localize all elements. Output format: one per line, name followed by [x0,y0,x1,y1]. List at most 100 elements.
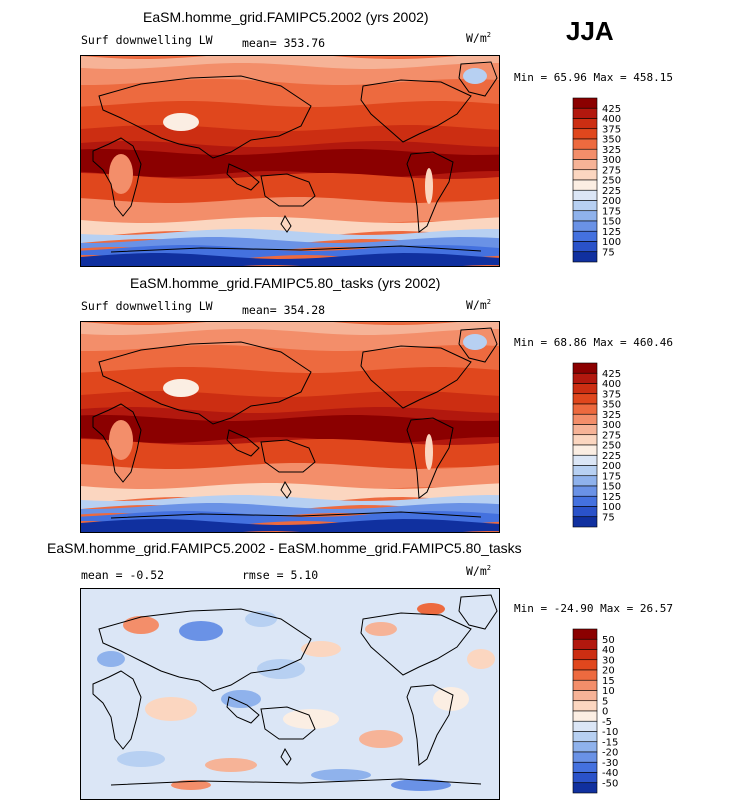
anomaly-blob [205,758,257,772]
colorbar-swatch [572,434,598,446]
colorbar-tick-label: 275 [602,430,621,441]
panel-2-mean: mean= 354.28 [242,303,325,317]
panel-3-units: W/m2 [466,564,491,578]
coastline [226,163,260,191]
panel-3-units-exp: 2 [486,564,491,573]
colorbar-tick-label: 275 [602,165,621,176]
colorbar-swatch [572,782,598,794]
colorbar-swatch [572,465,598,477]
colorbar-tick-label: 125 [602,492,621,503]
coastline [260,173,316,207]
colorbar-swatch [572,424,598,436]
coastline [98,341,312,425]
plateau-region [163,113,199,131]
coastline [406,151,454,233]
coastline [226,696,260,724]
colorbar-swatch [572,241,598,253]
colorbar-tick-label: 325 [602,410,621,421]
panel-1-min-value: 65.96 [553,71,587,84]
anomaly-blob [391,779,451,791]
colorbar-swatch [572,649,598,661]
panel-2-units-base: W/m [466,298,487,312]
colorbar-swatch [572,403,598,415]
colorbar-swatch [572,251,598,263]
anomaly-blob [359,730,403,748]
panel-1-mean-label: mean= [242,36,277,50]
colorbar-swatch [572,413,598,425]
colorbar-swatch [572,628,598,640]
panel-2-units-exp: 2 [486,298,491,307]
colorbar-tick-label: 10 [602,686,615,697]
colorbar-tick-label: 375 [602,124,621,135]
colorbar-swatch [572,731,598,743]
colorbar-swatch [572,495,598,507]
colorbar-swatch [572,659,598,671]
colorbar-swatch [572,669,598,681]
coastline [92,670,142,750]
colorbar-swatch [572,148,598,160]
colorbar-tick-label: 350 [602,135,621,146]
colorbar-swatch [572,506,598,518]
field-band [81,415,499,443]
colorbar-swatch [572,210,598,222]
coastline [260,706,316,740]
colorbar-swatch [572,741,598,753]
greenland-region [463,68,487,84]
panel-1-minmax: Min = 65.96 Max = 458.15 [514,71,673,84]
panel-2-min-value: 68.86 [553,336,587,349]
panel-3-max-value: 26.57 [639,602,673,615]
andes-region [425,434,433,470]
colorbar-swatch [572,761,598,773]
colorbar-swatch [572,128,598,140]
colorbar-tick-label: 40 [602,645,615,656]
coastline [458,594,498,630]
colorbar-tick-label: 150 [602,482,621,493]
colorbar-swatch [572,200,598,212]
anomaly-blob [433,687,469,711]
coastline [280,480,292,499]
anomaly-blob [467,649,495,669]
panel-2-minmax: Min = 68.86 Max = 460.46 [514,336,673,349]
coastline [458,61,498,97]
anomaly-blob [365,622,397,636]
panel-1-colorbar: 425 400 375 350 325 300 275 250 225 200 175 150 125 1… [572,97,653,263]
panel-2-map [80,321,500,533]
colorbar-swatch [572,220,598,232]
panel-2-min-label: Min = [514,336,548,349]
field-band [81,197,499,227]
panel-3-mean-label: mean = [81,568,123,582]
panel-3-rmse-value: 5.10 [290,568,319,582]
colorbar-tick-label: 425 [602,104,621,115]
colorbar-swatch [572,189,598,201]
anomaly-blob [179,621,223,641]
field-band [81,173,499,207]
plateau-region [163,379,199,397]
panel-1-variable: Surf downwelling LW [81,33,213,47]
coastline [92,137,142,217]
colorbar-swatch [572,444,598,456]
panel-1-max-value: 458.15 [633,71,673,84]
colorbar-tick-label: 400 [602,379,621,390]
coastline [360,612,472,676]
anomaly-blob [257,659,305,679]
panel-3-map [80,588,500,800]
anomaly-blob [245,611,277,627]
colorbar-tick-label: -5 [602,717,612,728]
colorbar-swatch [572,679,598,691]
panel-1-title: EaSM.homme_grid.FAMIPC5.2002 (yrs 2002) [143,9,429,25]
panel-1-mean: mean= 353.76 [242,36,325,50]
panel-2-variable: Surf downwelling LW [81,299,213,313]
panel-3-min-value: -24.90 [553,602,594,615]
coastline [360,79,472,143]
colorbar-tick-label: 5 [602,696,608,707]
colorbar-swatch [572,485,598,497]
colorbar-swatch [572,475,598,487]
anomaly-blob [417,603,445,615]
colorbar-tick-label: -20 [602,748,618,759]
coastline [98,608,312,692]
colorbar-tick-label: 425 [602,369,621,380]
colorbar-tick-label: 300 [602,420,621,431]
field-band [81,253,499,266]
panel-3-rmse: rmse = 5.10 [242,568,318,582]
colorbar-tick-label: 100 [602,237,621,248]
